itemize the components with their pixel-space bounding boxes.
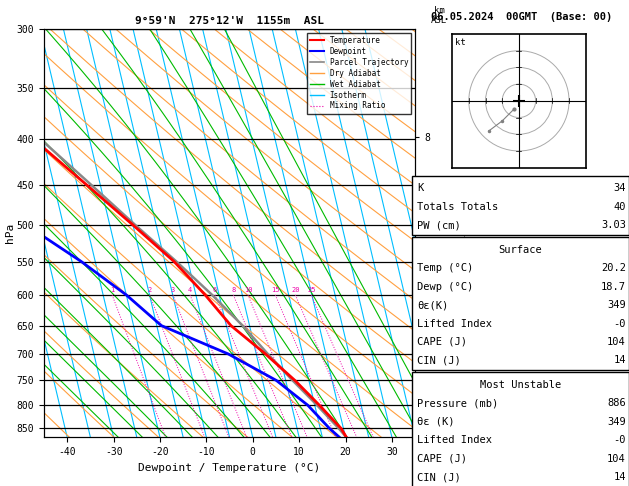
Text: 3.03: 3.03: [601, 220, 626, 230]
Text: 3: 3: [171, 287, 175, 293]
Text: -0: -0: [613, 435, 626, 445]
Text: 34: 34: [613, 183, 626, 193]
Title: 9°59'N  275°12'W  1155m  ASL: 9°59'N 275°12'W 1155m ASL: [135, 16, 324, 26]
Text: 20.2: 20.2: [601, 263, 626, 273]
Text: CAPE (J): CAPE (J): [417, 337, 467, 347]
Y-axis label: hPa: hPa: [5, 223, 15, 243]
Text: 15: 15: [271, 287, 279, 293]
Text: θε(K): θε(K): [417, 300, 448, 310]
Text: Lifted Index: Lifted Index: [417, 435, 492, 445]
Text: CIN (J): CIN (J): [417, 472, 461, 482]
Text: 4: 4: [188, 287, 192, 293]
Text: 2: 2: [148, 287, 152, 293]
Text: LCL: LCL: [419, 426, 437, 436]
Text: 06.05.2024  00GMT  (Base: 00): 06.05.2024 00GMT (Base: 00): [431, 12, 613, 22]
Text: 8: 8: [231, 287, 235, 293]
Text: CAPE (J): CAPE (J): [417, 453, 467, 464]
Text: 10: 10: [243, 287, 252, 293]
Text: 104: 104: [607, 453, 626, 464]
Text: Lifted Index: Lifted Index: [417, 318, 492, 329]
Text: Pressure (mb): Pressure (mb): [417, 398, 498, 408]
Text: km
ASL: km ASL: [431, 6, 447, 25]
Text: -0: -0: [613, 318, 626, 329]
Text: 349: 349: [607, 300, 626, 310]
Text: 25: 25: [307, 287, 316, 293]
Text: © weatheronline.co.uk: © weatheronline.co.uk: [462, 469, 576, 479]
Text: Surface: Surface: [499, 244, 542, 255]
Text: 1: 1: [110, 287, 114, 293]
Text: 14: 14: [613, 472, 626, 482]
X-axis label: Dewpoint / Temperature (°C): Dewpoint / Temperature (°C): [138, 463, 321, 473]
Text: 14: 14: [613, 355, 626, 365]
Text: 886: 886: [607, 398, 626, 408]
Text: 104: 104: [607, 337, 626, 347]
Text: 40: 40: [613, 202, 626, 212]
Text: Most Unstable: Most Unstable: [480, 380, 561, 390]
Text: Temp (°C): Temp (°C): [417, 263, 473, 273]
Text: 20: 20: [291, 287, 299, 293]
Text: 6: 6: [213, 287, 217, 293]
Text: K: K: [417, 183, 423, 193]
Text: Mixing Ratio (g/kg): Mixing Ratio (g/kg): [464, 177, 474, 289]
Legend: Temperature, Dewpoint, Parcel Trajectory, Dry Adiabat, Wet Adiabat, Isotherm, Mi: Temperature, Dewpoint, Parcel Trajectory…: [307, 33, 411, 114]
Text: kt: kt: [455, 38, 465, 47]
Text: Totals Totals: Totals Totals: [417, 202, 498, 212]
Text: θε (K): θε (K): [417, 417, 455, 427]
Text: Dewp (°C): Dewp (°C): [417, 281, 473, 292]
Text: 349: 349: [607, 417, 626, 427]
Text: PW (cm): PW (cm): [417, 220, 461, 230]
Text: 18.7: 18.7: [601, 281, 626, 292]
Text: CIN (J): CIN (J): [417, 355, 461, 365]
